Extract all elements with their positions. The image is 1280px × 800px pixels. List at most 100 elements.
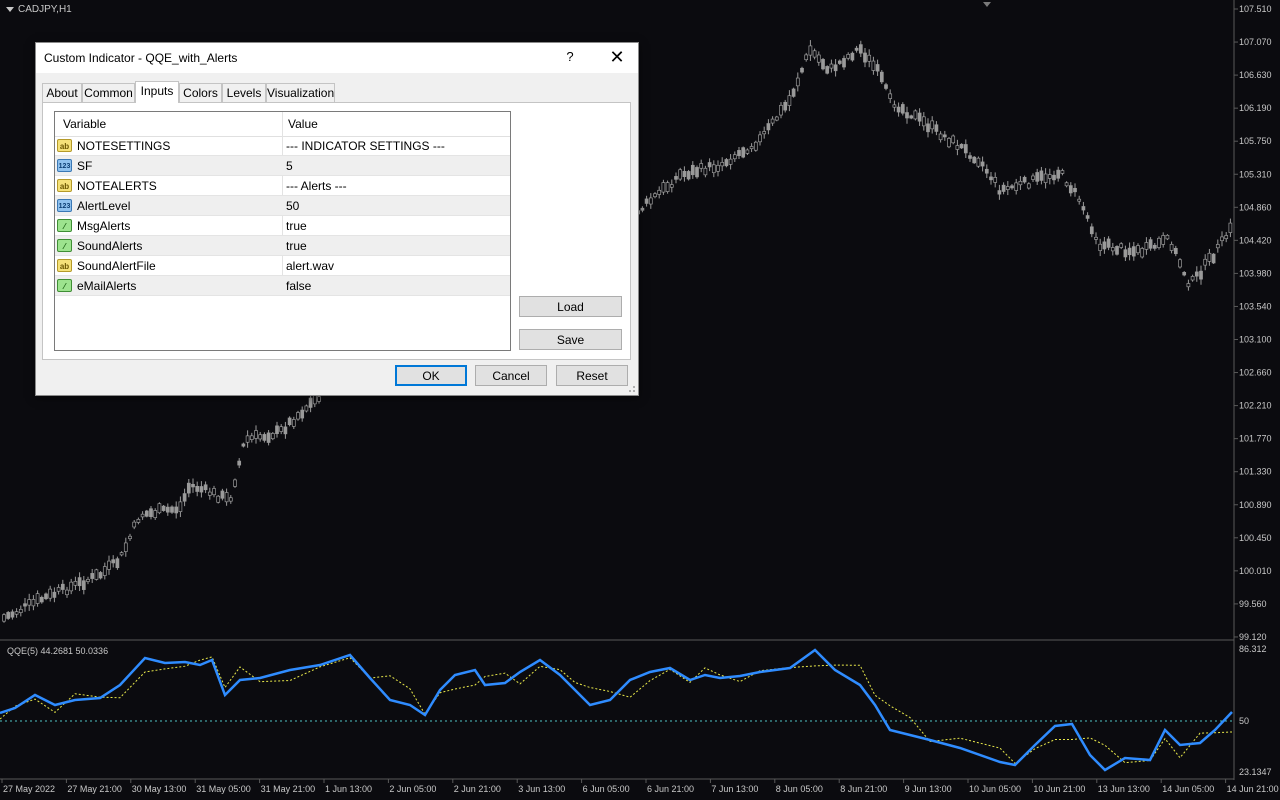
price-axis-labels: 107.510 107.070 106.630 106.190 105.750 105.3…: [1234, 4, 1272, 642]
price-axis-label: 106.190: [1239, 103, 1272, 113]
candle-body: [846, 54, 851, 59]
string-type-icon: ab: [57, 179, 72, 192]
time-axis-label: 9 Jun 13:00: [905, 784, 952, 794]
table-row[interactable]: ⁄ eMailAlerts false: [55, 276, 510, 296]
table-row[interactable]: 123 AlertLevel 50: [55, 196, 510, 216]
close-button[interactable]: ✕: [609, 47, 625, 67]
candle-body: [690, 164, 695, 176]
candle-body: [963, 144, 968, 154]
tab-levels[interactable]: Levels: [222, 83, 266, 102]
candle-body: [39, 596, 44, 603]
price-axis-label: 101.770: [1239, 434, 1272, 444]
candle-body: [720, 162, 725, 167]
save-button[interactable]: Save: [519, 329, 622, 350]
time-axis-label: 27 May 21:00: [67, 784, 122, 794]
candle-body: [212, 488, 216, 496]
price-axis-label: 103.980: [1239, 268, 1272, 278]
candle-body: [86, 578, 90, 582]
chart-shift-marker-icon[interactable]: [983, 2, 991, 7]
candle-body: [921, 116, 926, 127]
candle-body: [1182, 271, 1187, 276]
candle-body: [762, 131, 767, 135]
price-axis-label: 102.660: [1239, 368, 1272, 378]
time-axis-label: 14 Jun 21:00: [1227, 784, 1279, 794]
dialog-titlebar[interactable]: Custom Indicator - QQE_with_Alerts ? ✕: [36, 43, 638, 73]
candle-body: [1073, 187, 1077, 193]
resize-grip-icon[interactable]: [626, 383, 636, 393]
candle-body: [879, 71, 884, 83]
candle-body: [1098, 243, 1103, 251]
table-row[interactable]: ab SoundAlertFile alert.wav: [55, 256, 510, 276]
candle-body: [77, 577, 82, 587]
candle-body: [279, 426, 284, 432]
help-button[interactable]: ?: [566, 49, 574, 64]
load-button[interactable]: Load: [519, 296, 622, 317]
tab-inputs[interactable]: Inputs: [135, 81, 179, 103]
tab-about[interactable]: About: [42, 83, 82, 102]
indicator-axis-labels: 86.312 50 23.1347: [1239, 644, 1272, 777]
candle-body: [980, 161, 985, 167]
row-value[interactable]: alert.wav: [286, 259, 335, 273]
row-value[interactable]: false: [286, 279, 312, 293]
candle-body: [732, 154, 737, 160]
candle-body: [842, 58, 846, 68]
candle-body: [10, 611, 15, 618]
dialog-title: Custom Indicator - QQE_with_Alerts: [44, 51, 238, 65]
row-value[interactable]: 50: [286, 199, 300, 213]
tab-common[interactable]: Common: [82, 83, 135, 102]
candle-body: [795, 77, 800, 87]
candle-body: [1127, 247, 1132, 256]
candle-body: [779, 104, 783, 116]
candle-body: [304, 405, 309, 412]
cancel-button[interactable]: Cancel: [475, 365, 547, 386]
row-value[interactable]: --- Alerts ---: [286, 179, 347, 193]
row-value[interactable]: true: [286, 239, 307, 253]
candle-body: [770, 118, 775, 124]
candle-body: [863, 52, 867, 63]
candle-body: [191, 483, 195, 488]
column-header-variable[interactable]: Variable: [63, 117, 107, 131]
row-variable: NOTESETTINGS: [77, 139, 171, 153]
table-row[interactable]: 123 SF 5: [55, 156, 510, 176]
candle-body: [867, 54, 872, 62]
row-value[interactable]: --- INDICATOR SETTINGS ---: [286, 139, 445, 153]
inputs-table[interactable]: Variable Value ab NOTESETTINGS --- INDIC…: [54, 111, 511, 351]
price-axis-label: 107.070: [1239, 37, 1272, 47]
candle-body: [207, 491, 212, 496]
row-variable: AlertLevel: [77, 199, 131, 213]
candle-body: [153, 510, 158, 518]
time-axis-label: 31 May 21:00: [261, 784, 316, 794]
row-value[interactable]: 5: [286, 159, 293, 173]
table-row[interactable]: ab NOTEALERTS --- Alerts ---: [55, 176, 510, 196]
table-row[interactable]: ab NOTESETTINGS --- INDICATOR SETTINGS -…: [55, 136, 510, 156]
candle-body: [1031, 175, 1035, 180]
candle-body: [699, 163, 704, 169]
symbol-label[interactable]: CADJPY,H1: [6, 4, 72, 15]
candle-body: [657, 189, 662, 195]
candle-body: [1157, 237, 1161, 248]
tab-colors[interactable]: Colors: [179, 83, 222, 102]
tab-visualization[interactable]: Visualization: [266, 83, 335, 102]
indicator-label: QQE(5) 44.2681 50.0336: [7, 646, 108, 656]
candle-body: [149, 508, 153, 517]
candle-body: [896, 106, 901, 113]
candle-body: [1215, 244, 1220, 249]
candle-body: [661, 182, 666, 193]
candle-body: [917, 112, 922, 122]
candle-body: [1161, 235, 1166, 245]
time-axis-label: 3 Jun 13:00: [518, 784, 565, 794]
candle-body: [1052, 174, 1056, 181]
candle-body: [766, 123, 771, 131]
column-header-value[interactable]: Value: [288, 117, 318, 131]
candle-body: [102, 566, 107, 576]
table-row[interactable]: ⁄ MsgAlerts true: [55, 216, 510, 236]
ok-button[interactable]: OK: [395, 365, 467, 386]
candle-body: [287, 417, 292, 426]
table-row[interactable]: ⁄ SoundAlerts true: [55, 236, 510, 256]
candle-body: [291, 419, 296, 427]
candle-body: [753, 141, 758, 151]
candle-body: [224, 492, 229, 503]
row-value[interactable]: true: [286, 219, 307, 233]
candle-body: [157, 503, 162, 514]
reset-button[interactable]: Reset: [556, 365, 628, 386]
